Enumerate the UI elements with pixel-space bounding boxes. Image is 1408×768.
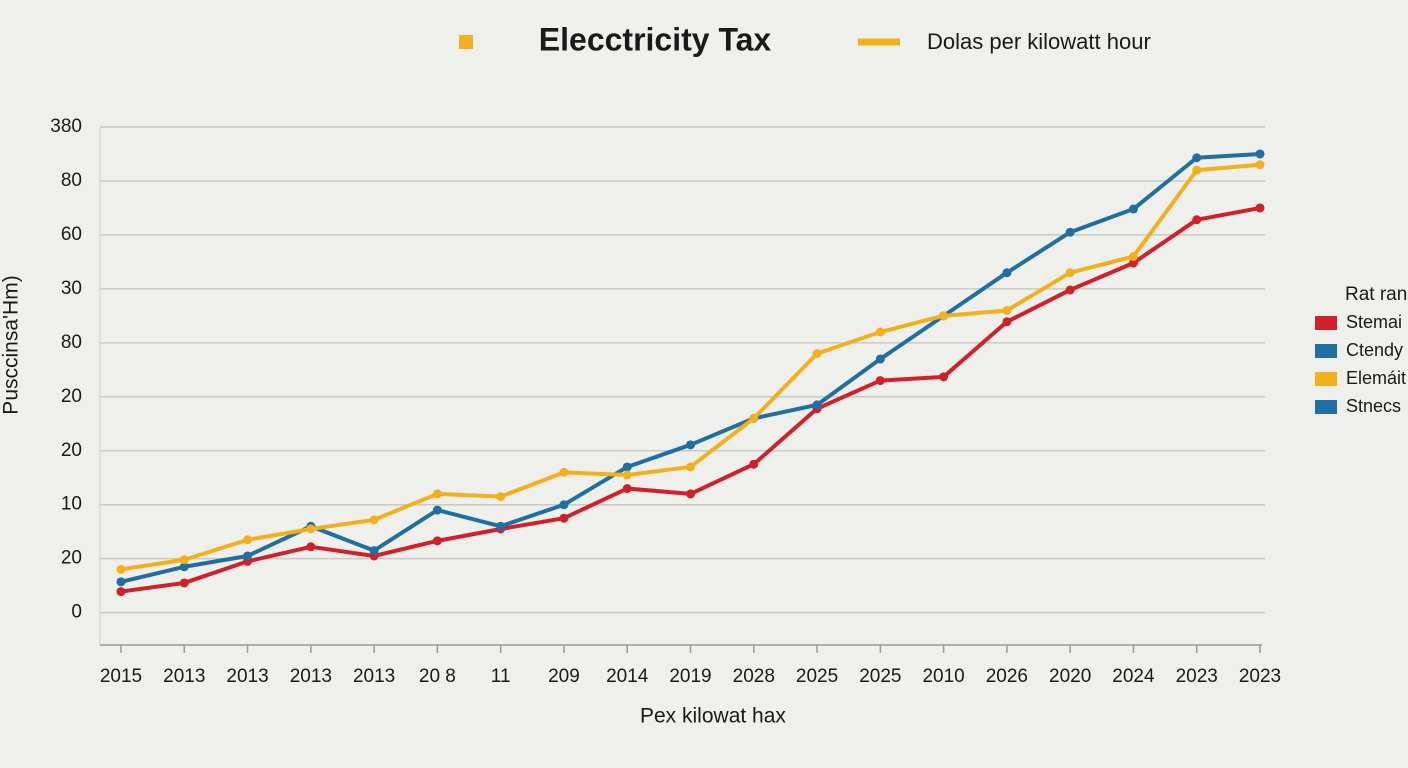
data-point [1255, 203, 1265, 213]
data-point [1255, 149, 1265, 159]
chart-title: Elecctricity Tax [539, 21, 772, 57]
y-tick-label: 80 [61, 170, 82, 191]
data-point [306, 524, 316, 534]
data-point [369, 546, 379, 556]
data-point [875, 327, 885, 337]
data-point [686, 440, 695, 450]
y-tick-label: 0 [71, 602, 82, 623]
data-point [1192, 215, 1202, 225]
data-point [369, 515, 379, 525]
y-tick-label: 380 [50, 116, 82, 137]
data-point [875, 354, 885, 364]
data-point [812, 400, 822, 410]
data-point [1128, 252, 1138, 261]
data-point [749, 459, 759, 469]
y-tick-label: 60 [61, 224, 82, 245]
data-point [116, 587, 126, 597]
title-marker [459, 35, 473, 49]
x-tick-label: 2028 [733, 666, 775, 687]
data-point [1192, 165, 1202, 175]
x-axis-label: Pex kilowat hax [640, 705, 786, 728]
legend-swatch [1315, 344, 1337, 358]
data-point [179, 555, 189, 565]
legend-title: Rat ran [1345, 284, 1407, 305]
data-point [939, 372, 949, 382]
data-point [1128, 204, 1138, 214]
y-tick-label: 30 [61, 278, 82, 299]
legend-label: Elemáit [1346, 368, 1406, 388]
x-tick-label: 11 [491, 666, 511, 687]
x-tick-label: 2015 [100, 666, 142, 687]
y-tick-label: 20 [61, 386, 82, 407]
data-point [686, 489, 695, 499]
data-point [1128, 258, 1138, 268]
header-legend-label: Dolas per kilowatt hour [927, 29, 1151, 54]
legend-swatch [1315, 372, 1337, 386]
data-point [116, 577, 126, 587]
y-tick-label: 10 [61, 494, 82, 515]
data-point [496, 521, 506, 531]
data-point [686, 462, 695, 472]
x-tick-label: 2026 [986, 666, 1028, 687]
data-point [1065, 285, 1075, 295]
legend-label: Stemai [1346, 312, 1402, 332]
x-tick-label: 2014 [606, 666, 649, 687]
data-point [179, 578, 189, 588]
data-point [1002, 317, 1012, 327]
legend-label: Stnecs [1346, 396, 1401, 416]
data-point [749, 413, 759, 423]
data-point [432, 505, 442, 515]
legend-label: Ctendy [1346, 340, 1403, 360]
legend-swatch [1315, 400, 1337, 414]
x-tick-label: 2023 [1239, 666, 1281, 687]
data-point [1002, 305, 1012, 315]
data-point [1065, 268, 1075, 278]
x-tick-label: 2019 [669, 666, 711, 687]
y-tick-label: 20 [61, 548, 82, 569]
x-tick-label: 2020 [1049, 666, 1091, 687]
x-tick-label: 2024 [1112, 666, 1155, 687]
x-tick-label: 2013 [290, 666, 332, 687]
x-tick-label: 2025 [796, 666, 838, 687]
data-point [622, 462, 632, 472]
data-point [1255, 160, 1265, 170]
data-point [1192, 153, 1202, 163]
x-tick-label: 2013 [163, 666, 205, 687]
x-tick-label: 2025 [859, 666, 901, 687]
y-tick-label: 80 [61, 332, 82, 353]
data-point [559, 467, 569, 477]
y-axis-label: Pusccinsa'Hm) [0, 275, 23, 414]
x-tick-label: 2013 [226, 666, 268, 687]
data-point [559, 500, 569, 510]
data-point [875, 376, 885, 386]
data-point [179, 562, 189, 572]
x-tick-label: 2023 [1176, 666, 1218, 687]
legend-swatch [1315, 316, 1337, 330]
data-point [243, 551, 253, 561]
data-point [432, 536, 442, 546]
data-point [622, 484, 632, 494]
data-point [939, 311, 949, 321]
data-point [496, 492, 506, 502]
data-point [1065, 227, 1075, 237]
data-point [622, 470, 632, 480]
data-point [432, 489, 442, 499]
data-point [306, 542, 316, 552]
series-line [120, 151, 1261, 584]
x-tick-label: 2013 [353, 666, 395, 687]
x-tick-label: 2010 [922, 666, 964, 687]
data-point [812, 349, 822, 359]
x-tick-label: 20 8 [419, 666, 456, 687]
x-tick-label: 209 [548, 666, 580, 687]
data-point [559, 513, 569, 523]
data-point [116, 564, 126, 574]
data-point [1002, 268, 1012, 278]
data-point [243, 535, 253, 545]
y-tick-label: 20 [61, 440, 82, 461]
